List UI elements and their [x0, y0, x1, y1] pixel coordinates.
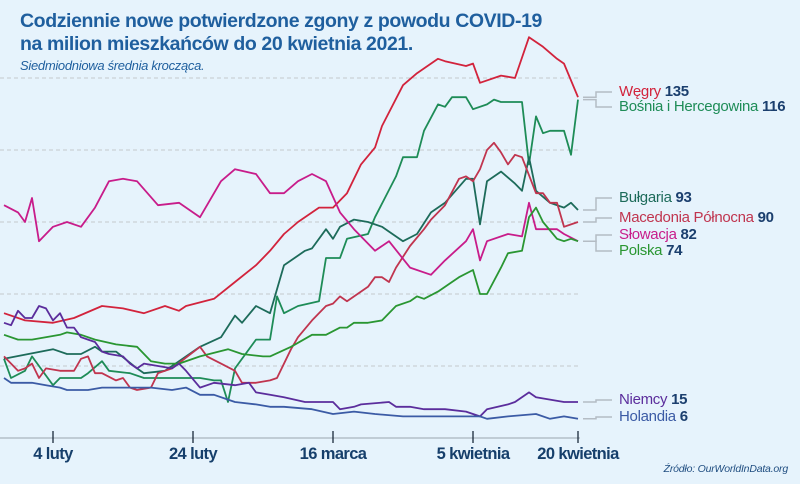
- series-line-bośnia-i-hercegowina: [3, 96, 579, 403]
- x-tick-label: 24 luty: [168, 445, 218, 463]
- series-name: Niemcy: [619, 391, 672, 408]
- chart-title-line-2: na milion mieszkańców do 20 kwietnia 202…: [20, 33, 413, 55]
- series-name: Bośnia i Hercegowina: [619, 98, 762, 115]
- x-tick-label: 20 kwietnia: [537, 445, 619, 463]
- series-line-węgry: [3, 36, 579, 324]
- series-value: 15: [671, 391, 688, 408]
- series-label: Macedonia Północna 90: [619, 210, 774, 226]
- series-value: 135: [664, 83, 689, 100]
- series-line-holandia: [3, 377, 579, 420]
- series-value: 74: [666, 242, 683, 259]
- series-value: 6: [679, 408, 688, 425]
- label-connector: [583, 240, 612, 252]
- label-connectors: [583, 91, 612, 420]
- series-name: Macedonia Północna: [619, 209, 758, 226]
- series-name: Węgry: [619, 83, 665, 100]
- chart-subtitle: Siedmiodniowa średnia krocząca.: [20, 58, 205, 73]
- series-line-słowacja: [3, 168, 579, 276]
- series-label: Bośnia i Hercegowina 116: [619, 98, 786, 115]
- series-label: Węgry 135: [619, 84, 689, 100]
- series-line-bułgaria: [3, 156, 579, 375]
- series-label: Bułgaria 93: [619, 190, 692, 206]
- series-label: Niemcy 15: [619, 392, 687, 408]
- series-name: Słowacja: [619, 226, 681, 243]
- chart-title-line-1: Codziennie nowe potwierdzone zgony z pow…: [20, 10, 542, 32]
- x-tick-label: 16 marca: [299, 445, 367, 463]
- series-lines: [3, 36, 579, 420]
- series-value: 116: [761, 98, 786, 115]
- series-name: Bułgaria: [619, 189, 676, 206]
- series-value: 82: [680, 226, 697, 243]
- label-connector: [583, 197, 612, 211]
- label-connector: [583, 234, 612, 242]
- source-note: Źródło: OurWorldInData.org: [663, 463, 789, 475]
- series-label: Polska 74: [619, 243, 682, 259]
- label-connector: [583, 416, 612, 420]
- series-label: Holandia 6: [619, 409, 688, 425]
- label-connector: [583, 399, 612, 403]
- label-connector: [583, 91, 612, 98]
- x-tick-label: 5 kwietnia: [436, 445, 510, 463]
- chart-title: Codziennie nowe potwierdzone zgony z pow…: [20, 10, 542, 56]
- label-connector: [583, 98, 612, 108]
- series-value: 93: [675, 189, 692, 206]
- series-name: Holandia: [619, 408, 680, 425]
- series-line-niemcy: [3, 305, 578, 418]
- series-label: Słowacja 82: [619, 227, 697, 243]
- series-value: 90: [757, 209, 774, 226]
- x-tick-label: 4 luty: [33, 445, 73, 463]
- series-line-macedonia-północna: [3, 141, 579, 391]
- series-name: Polska: [619, 242, 667, 259]
- series-line-polska: [3, 206, 579, 365]
- gridlines: [0, 77, 580, 367]
- x-axis-ticks: [52, 431, 579, 443]
- label-connector: [583, 217, 612, 223]
